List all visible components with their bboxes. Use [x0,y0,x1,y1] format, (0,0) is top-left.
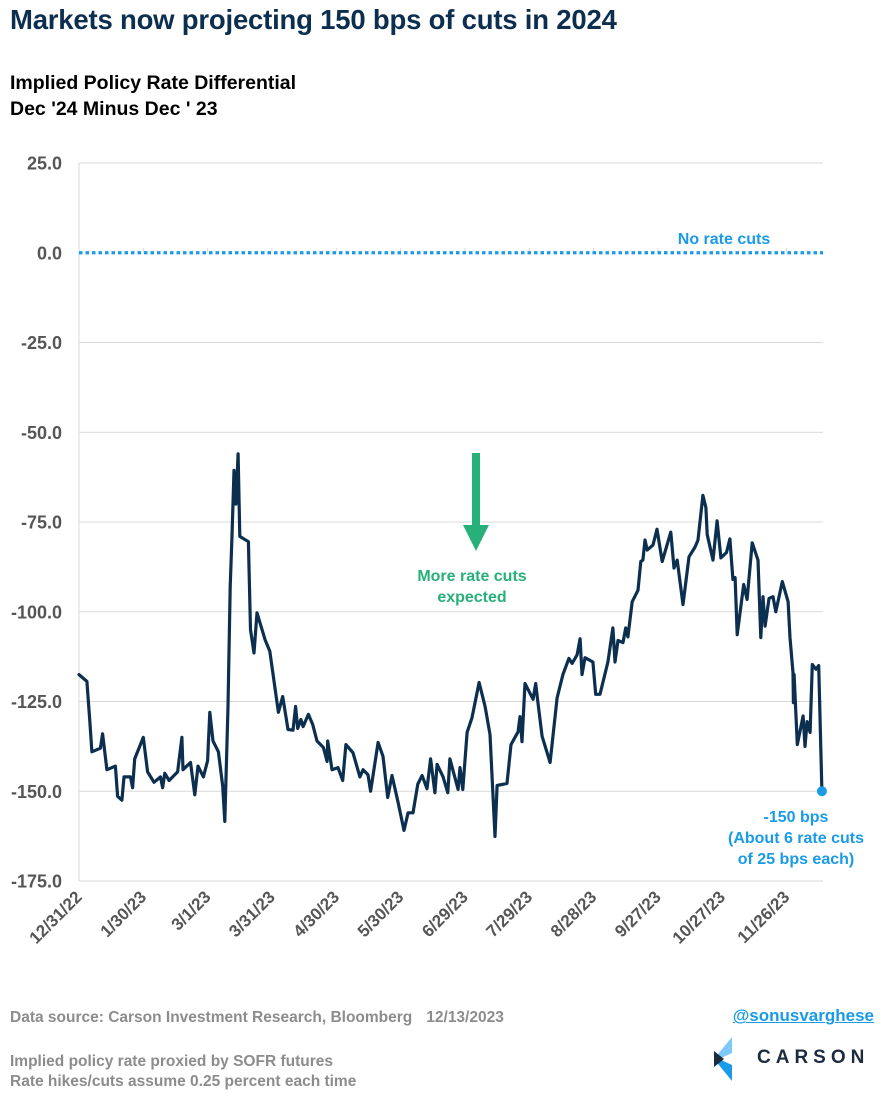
y-tick-label: -25.0 [21,333,62,353]
x-tick-label: 3/1/23 [168,887,215,934]
y-tick-label: -175.0 [11,872,62,892]
x-tick-label: 9/27/23 [611,887,665,941]
footnote-1: Implied policy rate proxied by SOFR futu… [10,1053,333,1070]
end-value-label-line-2: (About 6 rate cuts [728,830,864,847]
arrow-shaft [472,453,480,525]
x-tick-label: 8/28/23 [547,887,601,941]
data-source: Data source: Carson Investment Research,… [10,1009,504,1027]
y-tick-label: -75.0 [21,513,62,533]
annotations: More rate cuts expected -150 bps (About … [417,453,864,868]
author-handle-link[interactable]: @sonusvarghese [732,1006,874,1025]
y-tick-label: -150.0 [11,782,62,802]
series-group [77,452,827,839]
source-date: 12/13/2023 [426,1009,504,1026]
y-tick-label: 25.0 [27,154,62,174]
series-line [77,452,824,839]
x-tick-label: 11/26/23 [734,887,794,947]
y-tick-label: -100.0 [11,602,62,622]
line-chart: 25.0 0.0 -25.0 -50.0 -75.0 -100.0 -125.0 -150.0… [11,154,864,948]
x-axis: 12/31/22 1/30/23 3/1/23 3/31/23 4/30/23 5/30/… [26,887,794,947]
y-axis: 25.0 0.0 -25.0 -50.0 -75.0 -100.0 -125.0 -150.0… [11,154,62,892]
end-value-label-line-1: -150 bps [764,809,829,826]
subtitle-line-2: Dec '24 Minus Dec ' 23 [10,98,218,120]
more-cuts-label-line-1: More rate cuts [417,568,526,585]
chart-title: Markets now projecting 150 bps of cuts i… [10,4,617,35]
chart-subtitle: Implied Policy Rate Differential Dec '24… [10,70,296,122]
subtitle-line-1: Implied Policy Rate Differential [10,72,297,94]
end-value-label-line-3: of 25 bps each) [738,851,854,868]
source-text: Data source: Carson Investment Research,… [10,1009,413,1026]
y-tick-label: 0.0 [37,243,62,263]
x-tick-label: 10/27/23 [669,887,729,947]
x-tick-label: 3/31/23 [225,887,279,941]
end-point-marker [816,786,827,797]
x-tick-label: 6/29/23 [418,887,472,941]
no-cuts-label: No rate cuts [678,231,771,248]
x-tick-label: 7/29/23 [483,887,537,941]
carson-chevron-logo-icon [714,1037,732,1081]
arrow-down-icon [463,525,489,551]
x-tick-label: 5/30/23 [354,887,408,941]
footnotes: Implied policy rate proxied by SOFR futu… [10,1052,356,1092]
carson-logo: CARSON [714,1037,874,1081]
x-tick-label: 1/30/23 [97,887,151,941]
x-tick-label: 12/31/22 [26,887,86,947]
footnote-2: Rate hikes/cuts assume 0.25 percent each… [10,1073,357,1090]
y-tick-label: -50.0 [21,423,62,443]
logo-text: CARSON [757,1047,870,1068]
reference-line-group: No rate cuts [79,231,823,255]
more-cuts-label-line-2: expected [437,589,506,606]
x-tick-label: 4/30/23 [290,887,344,941]
y-tick-label: -125.0 [11,692,62,712]
